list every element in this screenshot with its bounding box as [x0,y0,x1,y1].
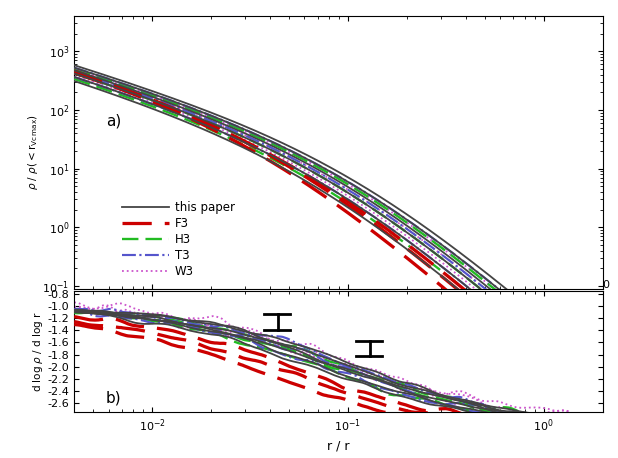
Y-axis label: $\rho$ / $\rho$($<$r$_{\rm Vc\,max}$): $\rho$ / $\rho$($<$r$_{\rm Vc\,max}$) [25,114,40,190]
X-axis label: r / r: r / r [327,439,350,452]
Text: b): b) [106,391,122,405]
Legend: this paper, F3, H3, T3, W3: this paper, F3, H3, T3, W3 [117,196,240,283]
Text: a): a) [106,113,121,128]
Y-axis label: d log $\rho$ / d log r: d log $\rho$ / d log r [31,311,44,392]
Text: 0: 0 [603,280,609,290]
